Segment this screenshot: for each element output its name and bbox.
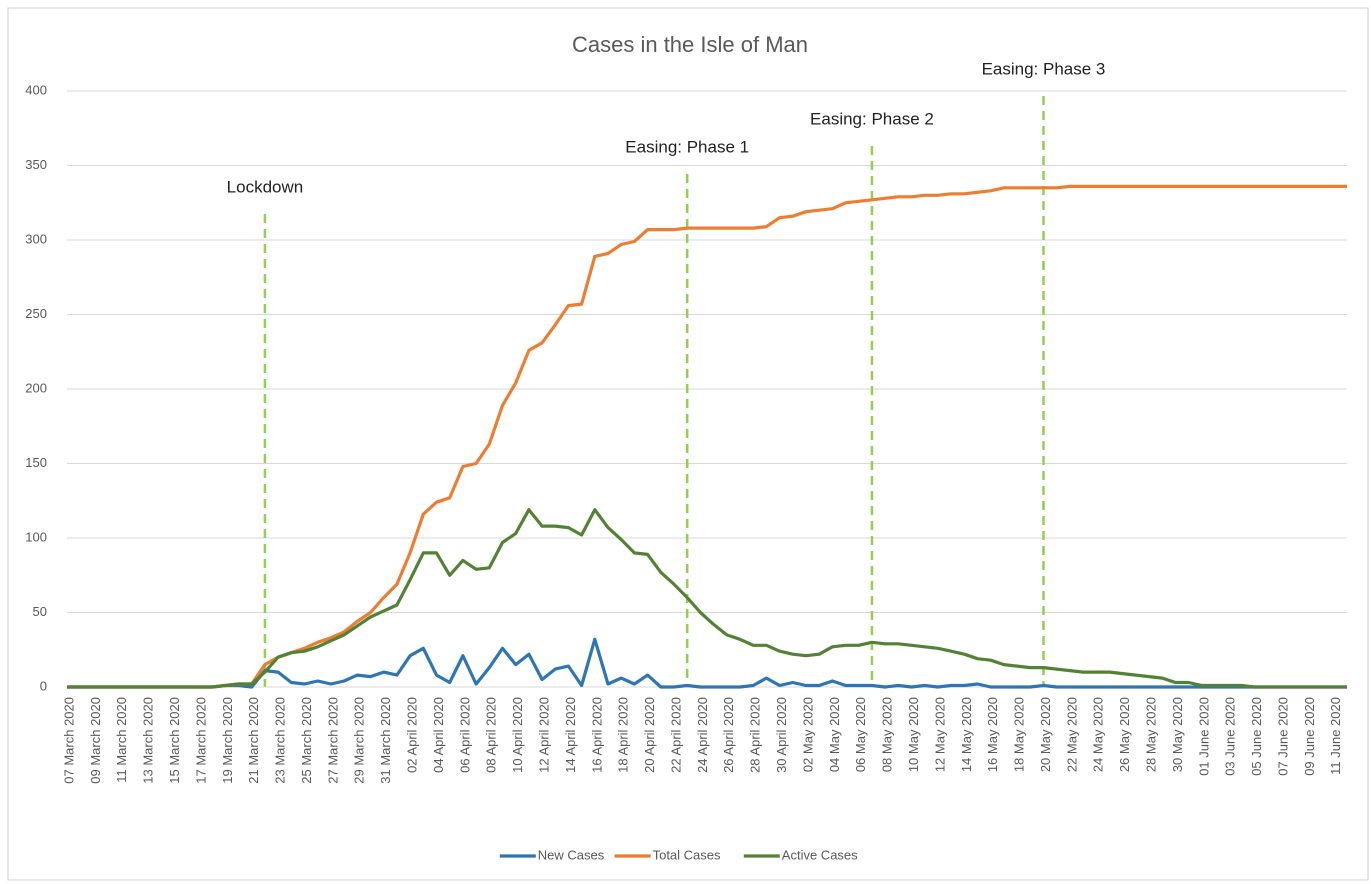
y-tick-label: 150 xyxy=(25,455,47,470)
y-tick-label: 200 xyxy=(25,380,47,395)
x-tick-label: 30 April 2020 xyxy=(774,697,789,773)
x-tick-label: 10 May 2020 xyxy=(906,697,921,772)
x-tick-label: 26 May 2020 xyxy=(1117,697,1132,772)
x-tick-label: 17 March 2020 xyxy=(193,697,208,784)
chart-title: Cases in the Isle of Man xyxy=(572,32,808,57)
x-tick-label: 20 April 2020 xyxy=(642,697,657,773)
x-tick-label: 13 March 2020 xyxy=(141,697,156,784)
x-tick-label: 31 March 2020 xyxy=(378,697,393,784)
x-tick-label: 15 March 2020 xyxy=(167,697,182,784)
annotation-label: Easing: Phase 1 xyxy=(625,137,749,156)
x-tick-label: 09 March 2020 xyxy=(88,697,103,784)
x-tick-label: 05 June 2020 xyxy=(1249,697,1264,776)
series-line xyxy=(67,508,1347,689)
annotation-label: Lockdown xyxy=(227,177,304,196)
annotation-label: Easing: Phase 3 xyxy=(982,59,1106,78)
y-tick-label: 350 xyxy=(25,157,47,172)
y-tick-label: 250 xyxy=(25,306,47,321)
series-line xyxy=(67,637,1347,689)
y-tick-label: 50 xyxy=(33,604,47,619)
x-tick-label: 14 April 2020 xyxy=(563,697,578,773)
y-tick-label: 400 xyxy=(25,82,47,97)
x-tick-label: 28 May 2020 xyxy=(1143,697,1158,772)
annotation-bg xyxy=(811,106,932,134)
x-tick-label: 19 March 2020 xyxy=(220,697,235,784)
annotation-label: Easing: Phase 2 xyxy=(810,109,934,128)
y-tick-label: 0 xyxy=(40,678,47,693)
x-tick-label: 16 May 2020 xyxy=(985,697,1000,772)
x-tick-label: 28 April 2020 xyxy=(748,697,763,773)
x-tick-label: 20 May 2020 xyxy=(1038,697,1053,772)
x-tick-label: 09 June 2020 xyxy=(1302,697,1317,776)
x-tick-label: 18 April 2020 xyxy=(616,697,631,773)
x-tick-label: 18 May 2020 xyxy=(1012,697,1027,772)
x-tick-label: 02 April 2020 xyxy=(405,697,420,773)
legend-label: Total Cases xyxy=(653,847,721,862)
x-tick-label: 26 April 2020 xyxy=(721,697,736,773)
x-tick-label: 29 March 2020 xyxy=(352,697,367,784)
x-tick-label: 08 May 2020 xyxy=(880,697,895,772)
x-tick-label: 06 April 2020 xyxy=(457,697,472,773)
x-tick-label: 11 March 2020 xyxy=(114,697,129,783)
x-tick-label: 12 May 2020 xyxy=(932,697,947,772)
legend-label: New Cases xyxy=(538,847,605,862)
x-tick-label: 21 March 2020 xyxy=(246,697,261,784)
x-tick-label: 12 April 2020 xyxy=(536,697,551,773)
y-tick-label: 100 xyxy=(25,529,47,544)
x-tick-label: 25 March 2020 xyxy=(299,697,314,784)
legend-label: Active Cases xyxy=(782,847,858,862)
y-tick-label: 300 xyxy=(25,231,47,246)
x-tick-label: 10 April 2020 xyxy=(510,697,525,773)
x-tick-label: 22 May 2020 xyxy=(1064,697,1079,772)
x-tick-label: 30 May 2020 xyxy=(1170,697,1185,772)
x-tick-label: 06 May 2020 xyxy=(853,697,868,772)
x-tick-label: 23 March 2020 xyxy=(273,697,288,784)
x-tick-label: 03 June 2020 xyxy=(1223,697,1238,776)
annotation-bg xyxy=(983,56,1104,84)
x-tick-label: 27 March 2020 xyxy=(325,697,340,784)
x-tick-label: 04 April 2020 xyxy=(431,697,446,773)
x-tick-label: 11 June 2020 xyxy=(1328,697,1343,775)
x-tick-label: 22 April 2020 xyxy=(668,697,683,773)
annotation-bg xyxy=(204,174,325,202)
x-tick-label: 24 April 2020 xyxy=(695,697,710,773)
annotation-bg xyxy=(627,134,748,162)
x-tick-label: 07 March 2020 xyxy=(61,697,76,784)
x-tick-label: 24 May 2020 xyxy=(1091,697,1106,772)
x-tick-label: 07 June 2020 xyxy=(1275,697,1290,776)
x-tick-label: 04 May 2020 xyxy=(827,697,842,772)
x-tick-label: 08 April 2020 xyxy=(484,697,499,773)
x-tick-label: 16 April 2020 xyxy=(589,697,604,773)
x-tick-label: 14 May 2020 xyxy=(959,697,974,772)
x-tick-label: 01 June 2020 xyxy=(1196,697,1211,776)
x-tick-label: 02 May 2020 xyxy=(800,697,815,772)
